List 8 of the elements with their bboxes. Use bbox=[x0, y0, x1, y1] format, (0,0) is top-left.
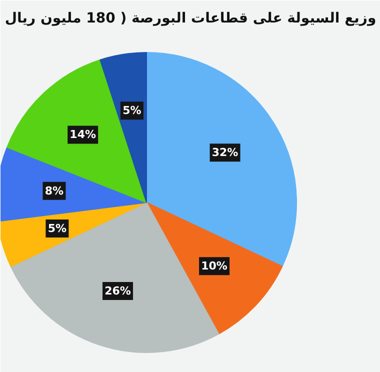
chart-title: وزيع السيولة على قطاعات البورصة ( 180 مليون ريال bbox=[4, 10, 376, 26]
data-label: 8% bbox=[44, 184, 64, 198]
data-label: 32% bbox=[212, 146, 238, 160]
data-label: 5% bbox=[122, 104, 142, 118]
data-label: 26% bbox=[104, 284, 131, 298]
data-label: 5% bbox=[48, 222, 67, 235]
data-label: 10% bbox=[201, 260, 228, 273]
data-label: 14% bbox=[70, 128, 96, 142]
